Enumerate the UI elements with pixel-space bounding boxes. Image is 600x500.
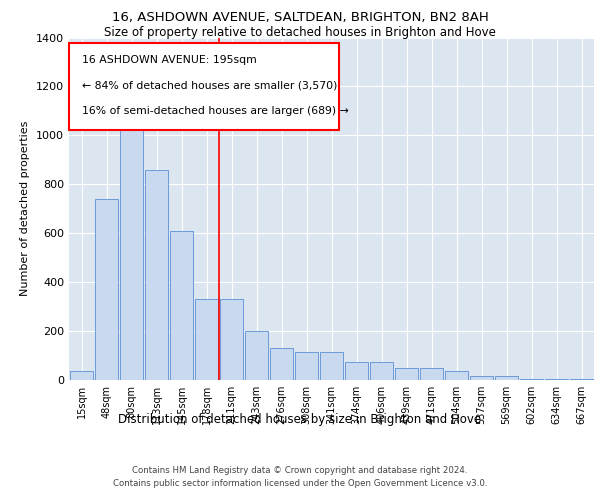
Text: Size of property relative to detached houses in Brighton and Hove: Size of property relative to detached ho… xyxy=(104,26,496,39)
Bar xyxy=(220,300,244,380)
Text: 16% of semi-detached houses are larger (689) →: 16% of semi-detached houses are larger (… xyxy=(82,106,349,116)
Bar xyxy=(569,379,593,380)
Bar xyxy=(520,379,544,380)
Text: Distribution of detached houses by size in Brighton and Hove: Distribution of detached houses by size … xyxy=(118,412,482,426)
Bar xyxy=(419,368,443,380)
Bar xyxy=(119,114,143,380)
Text: 16 ASHDOWN AVENUE: 195sqm: 16 ASHDOWN AVENUE: 195sqm xyxy=(82,54,257,64)
Bar xyxy=(370,362,394,380)
Bar xyxy=(395,368,418,380)
Bar xyxy=(95,199,118,380)
FancyBboxPatch shape xyxy=(69,42,340,130)
Bar xyxy=(145,170,169,380)
Bar xyxy=(245,331,268,380)
Bar xyxy=(295,352,319,380)
Bar xyxy=(344,362,368,380)
Bar xyxy=(70,372,94,380)
Bar xyxy=(445,372,469,380)
Bar xyxy=(494,376,518,380)
Bar xyxy=(545,379,568,380)
Bar xyxy=(194,300,218,380)
Bar xyxy=(320,352,343,380)
Text: ← 84% of detached houses are smaller (3,570): ← 84% of detached houses are smaller (3,… xyxy=(82,80,337,90)
Y-axis label: Number of detached properties: Number of detached properties xyxy=(20,121,31,296)
Text: 16, ASHDOWN AVENUE, SALTDEAN, BRIGHTON, BN2 8AH: 16, ASHDOWN AVENUE, SALTDEAN, BRIGHTON, … xyxy=(112,12,488,24)
Bar xyxy=(470,376,493,380)
Text: Contains public sector information licensed under the Open Government Licence v3: Contains public sector information licen… xyxy=(113,479,487,488)
Text: Contains HM Land Registry data © Crown copyright and database right 2024.: Contains HM Land Registry data © Crown c… xyxy=(132,466,468,475)
Bar xyxy=(269,348,293,380)
Bar xyxy=(170,231,193,380)
